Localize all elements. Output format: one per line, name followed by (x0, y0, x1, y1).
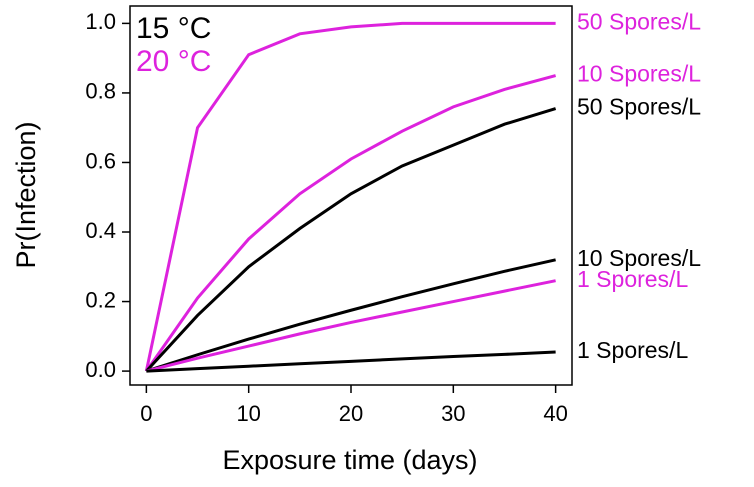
series-label: 50 Spores/L (577, 8, 701, 34)
y-tick-label: 0.8 (85, 79, 116, 104)
y-tick-label: 1.0 (85, 9, 116, 34)
x-axis-title: Exposure time (days) (222, 445, 477, 475)
y-axis-title: Pr(Infection) (11, 121, 41, 268)
series-label: 10 Spores/L (577, 61, 701, 87)
series-line (146, 279, 556, 373)
legend-label: 15 °C (136, 12, 211, 45)
series-line (145, 258, 556, 373)
series-line (146, 350, 556, 373)
x-tick-label: 40 (543, 401, 567, 426)
y-tick-label: 0.6 (85, 148, 116, 173)
series-label: 50 Spores/L (577, 94, 701, 120)
x-tick-label: 10 (236, 401, 260, 426)
series-label: 1 Spores/L (577, 266, 688, 292)
x-tick-label: 0 (140, 401, 152, 426)
y-tick-label: 0.2 (85, 287, 116, 312)
x-tick-label: 30 (441, 401, 465, 426)
series-line (144, 21, 556, 372)
x-tick-label: 20 (339, 401, 363, 426)
series-label: 1 Spores/L (577, 337, 688, 363)
y-tick-label: 0.0 (85, 357, 116, 382)
series-line (145, 107, 557, 373)
y-tick-label: 0.4 (85, 218, 116, 243)
series-label: 10 Spores/L (577, 245, 701, 271)
legend-label: 20 °C (136, 45, 211, 78)
series-line (145, 74, 557, 372)
